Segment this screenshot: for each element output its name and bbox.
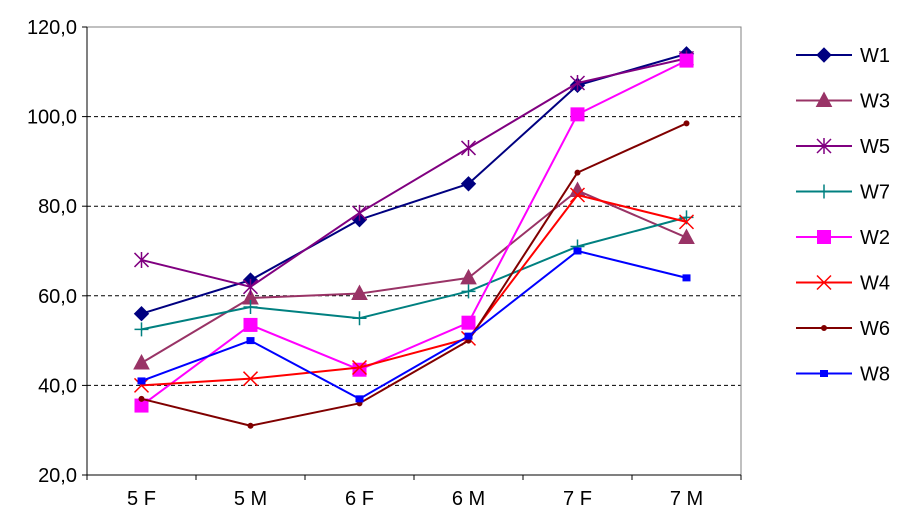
legend-label: W6 — [860, 318, 890, 340]
series-line-w1 — [141, 52, 687, 315]
data-point-w2 — [461, 315, 476, 330]
data-point-w5 — [242, 278, 259, 295]
series-w3 — [133, 181, 695, 370]
data-point-w6 — [683, 120, 690, 127]
legend: W1 W3 W5 W7 W2 W4 W6 W8 — [796, 45, 890, 386]
y-tick-label: 60,0 — [38, 286, 77, 308]
x-tick-label: 7 M — [670, 488, 703, 510]
x-tick-label: 6 F — [345, 488, 374, 510]
legend-entry-w1: W1 — [796, 45, 890, 67]
data-point-w8 — [137, 377, 146, 385]
legend-label: W8 — [860, 364, 890, 386]
data-point-w8 — [355, 395, 364, 403]
plot-area — [86, 26, 742, 476]
legend-label: W4 — [860, 273, 890, 295]
data-point-w3 — [460, 268, 477, 285]
x-tick-label: 7 F — [563, 488, 592, 510]
data-point-w1 — [460, 176, 477, 192]
data-point-w4 — [242, 371, 259, 387]
legend-marker — [816, 138, 832, 154]
x-tick-label: 5 F — [127, 488, 156, 510]
series-line-w6 — [141, 122, 687, 427]
data-point-w3 — [351, 284, 368, 301]
legend-label: W3 — [860, 91, 890, 113]
data-point-w4 — [678, 214, 695, 230]
y-tick-label: 40,0 — [38, 375, 77, 397]
legend-marker — [816, 47, 832, 63]
data-point-w6 — [247, 422, 254, 429]
series-w8 — [137, 247, 691, 403]
legend-entry-w7: W7 — [796, 182, 890, 204]
series-w6 — [138, 120, 690, 429]
data-point-w5 — [460, 139, 477, 156]
series-line-w3 — [140, 189, 687, 364]
legend-entry-w8: W8 — [796, 364, 890, 386]
data-point-w6 — [574, 169, 581, 176]
legend-label: W1 — [860, 45, 890, 67]
legend-entry-w3: W3 — [796, 91, 890, 113]
series-line-w8 — [141, 250, 687, 400]
axes: 20,0 40,0 60,0 80,0 100,0 120,0 5 F 5 M 6 F 6 M 7 … — [27, 17, 742, 510]
legend-entry-w2: W2 — [796, 227, 890, 249]
x-tick-label: 5 M — [234, 488, 267, 510]
gridlines — [87, 116, 741, 386]
legend-entry-w4: W4 — [796, 273, 890, 295]
data-point-w2 — [243, 317, 258, 332]
data-point-w8 — [464, 332, 473, 340]
data-point-w2 — [679, 53, 694, 68]
data-point-w8 — [246, 337, 255, 345]
data-point-w1 — [133, 306, 150, 322]
data-point-w3 — [133, 353, 150, 370]
y-tick-label: 120,0 — [27, 17, 77, 39]
series-line-w2 — [140, 59, 687, 407]
x-tick-label: 6 M — [452, 488, 485, 510]
y-tick-label: 80,0 — [38, 196, 77, 218]
legend-marker — [815, 91, 833, 107]
legend-label: W2 — [860, 227, 890, 249]
data-point-w2 — [570, 107, 585, 122]
y-tick-label: 100,0 — [27, 107, 77, 129]
legend-label: W7 — [860, 182, 890, 204]
y-tick-label: 20,0 — [38, 465, 77, 487]
legend-marker — [817, 230, 831, 244]
series-line-w7 — [141, 216, 687, 331]
data-point-w2 — [352, 362, 367, 377]
data-point-w5 — [569, 75, 586, 91]
data-point-w7 — [243, 300, 258, 314]
series-w2 — [134, 53, 694, 413]
data-point-w8 — [573, 247, 582, 255]
legend-marker — [821, 325, 827, 331]
data-point-w3 — [678, 228, 695, 245]
data-point-w6 — [138, 395, 145, 402]
legend-marker — [820, 370, 828, 377]
series-line-w5 — [141, 57, 687, 288]
data-point-w7 — [134, 322, 149, 337]
legend-marker — [817, 184, 831, 199]
data-point-w5 — [133, 251, 150, 268]
data-point-w4 — [351, 359, 368, 376]
series-line-w4 — [141, 194, 687, 387]
data-point-w7 — [461, 284, 476, 299]
data-point-w4 — [569, 187, 586, 203]
legend-entry-w5: W5 — [796, 136, 890, 158]
data-point-w8 — [682, 274, 691, 282]
data-point-w7 — [352, 311, 367, 326]
legend-label: W5 — [860, 136, 890, 158]
legend-entry-w6: W6 — [796, 318, 890, 340]
data-point-w5 — [351, 204, 368, 221]
legend-marker — [816, 274, 832, 291]
series-lines — [133, 46, 695, 429]
data-point-w4 — [133, 377, 150, 393]
